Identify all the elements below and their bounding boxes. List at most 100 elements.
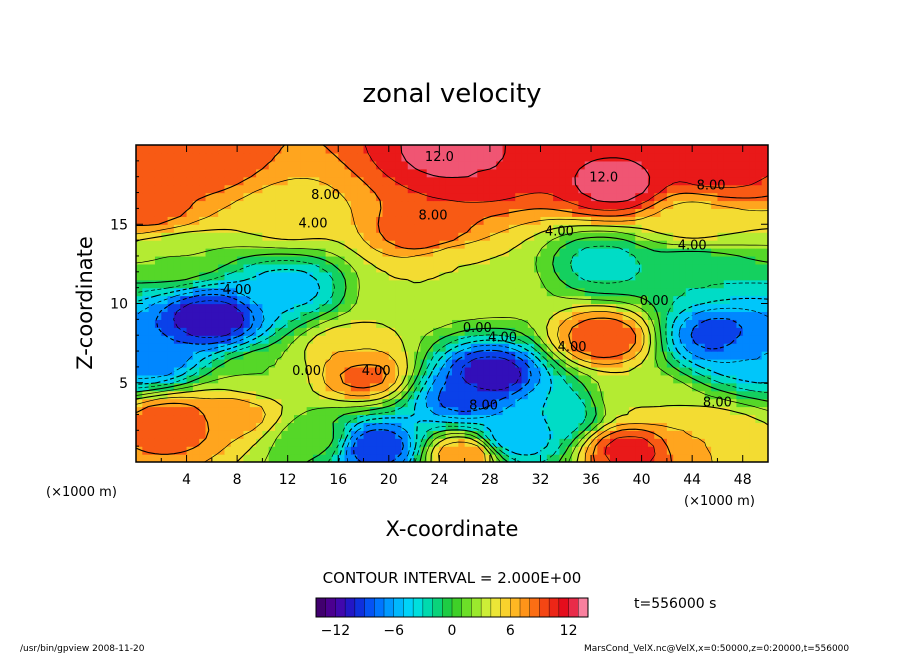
field-cell: [199, 358, 207, 368]
field-cell: [597, 422, 605, 431]
field-cell: [420, 430, 428, 439]
field-cell: [249, 343, 257, 352]
field-cell: [180, 319, 188, 328]
field-cell: [635, 240, 643, 249]
field-cell: [401, 208, 409, 217]
field-cell: [610, 454, 617, 462]
field-cell: [287, 382, 295, 392]
field-cell: [331, 263, 339, 273]
field-cell: [559, 145, 567, 154]
field-cell: [452, 351, 459, 360]
field-cell: [312, 311, 320, 320]
field-cell: [704, 232, 712, 241]
field-cell: [489, 232, 497, 241]
field-cell: [704, 279, 712, 289]
field-cell: [496, 406, 504, 416]
field-cell: [237, 446, 245, 455]
field-cell: [730, 422, 737, 431]
field-cell: [388, 438, 396, 447]
field-cell: [660, 406, 668, 416]
field-cell: [382, 184, 390, 194]
field-cell: [534, 176, 542, 186]
field-cell: [388, 406, 396, 416]
field-cell: [344, 152, 352, 162]
field-cell: [742, 319, 750, 328]
colorbar-swatch: [384, 598, 395, 617]
field-cell: [376, 390, 384, 400]
field-cell: [565, 311, 573, 320]
field-cell: [167, 438, 175, 447]
field-cell: [331, 200, 339, 209]
field-cell: [300, 414, 308, 423]
field-cell: [483, 358, 491, 368]
field-cell: [730, 255, 737, 265]
field-cell: [294, 374, 301, 384]
field-cell: [281, 263, 289, 273]
field-cell: [730, 430, 737, 439]
field-cell: [312, 279, 320, 289]
field-cell: [470, 176, 478, 186]
field-cell: [685, 192, 693, 202]
field-cell: [711, 279, 719, 289]
field-cell: [742, 303, 750, 313]
field-cell: [312, 240, 320, 249]
field-cell: [369, 192, 377, 202]
field-cell: [565, 366, 573, 376]
field-cell: [628, 335, 636, 344]
field-cell: [641, 382, 649, 392]
field-cell: [338, 303, 346, 313]
field-cell: [433, 366, 440, 376]
field-cell: [698, 446, 706, 455]
field-cell: [704, 414, 712, 423]
field-cell: [142, 343, 150, 352]
field-cell: [199, 271, 207, 281]
field-cell: [464, 152, 472, 162]
field-cell: [717, 390, 725, 400]
field-cell: [546, 454, 554, 462]
field-cell: [723, 382, 731, 392]
field-cell: [300, 279, 308, 289]
field-cell: [704, 319, 712, 328]
field-cell: [717, 232, 725, 241]
field-cell: [483, 430, 491, 439]
field-cell: [527, 358, 535, 368]
field-cell: [281, 454, 289, 462]
field-cell: [363, 319, 371, 328]
field-cell: [224, 446, 232, 455]
field-cell: [186, 248, 194, 257]
field-cell: [243, 398, 251, 408]
field-cell: [154, 430, 162, 439]
field-cell: [306, 248, 314, 257]
field-cell: [521, 248, 529, 257]
field-cell: [173, 414, 181, 423]
field-cell: [711, 335, 719, 344]
field-cell: [142, 446, 150, 455]
field-cell: [281, 208, 289, 217]
field-cell: [154, 351, 162, 360]
field-cell: [445, 382, 453, 392]
field-cell: [452, 327, 459, 336]
field-cell: [717, 224, 725, 233]
field-cell: [205, 343, 213, 352]
field-cell: [306, 351, 314, 360]
field-cell: [230, 255, 238, 265]
field-cell: [294, 176, 301, 186]
field-cell: [312, 263, 320, 273]
field-cell: [312, 374, 320, 384]
field-cell: [136, 216, 143, 225]
field-cell: [553, 216, 561, 225]
colorbar-swatch: [422, 598, 433, 617]
field-cell: [527, 184, 535, 194]
field-cell: [723, 255, 731, 265]
field-cell: [635, 263, 643, 273]
field-cell: [559, 327, 567, 336]
field-cell: [527, 192, 535, 202]
field-cell: [723, 271, 731, 281]
field-cell: [262, 311, 270, 320]
field-cell: [635, 216, 643, 225]
field-cell: [180, 446, 188, 455]
field-cell: [230, 390, 238, 400]
field-cell: [218, 414, 226, 423]
field-cell: [477, 295, 485, 305]
field-cell: [628, 319, 636, 328]
